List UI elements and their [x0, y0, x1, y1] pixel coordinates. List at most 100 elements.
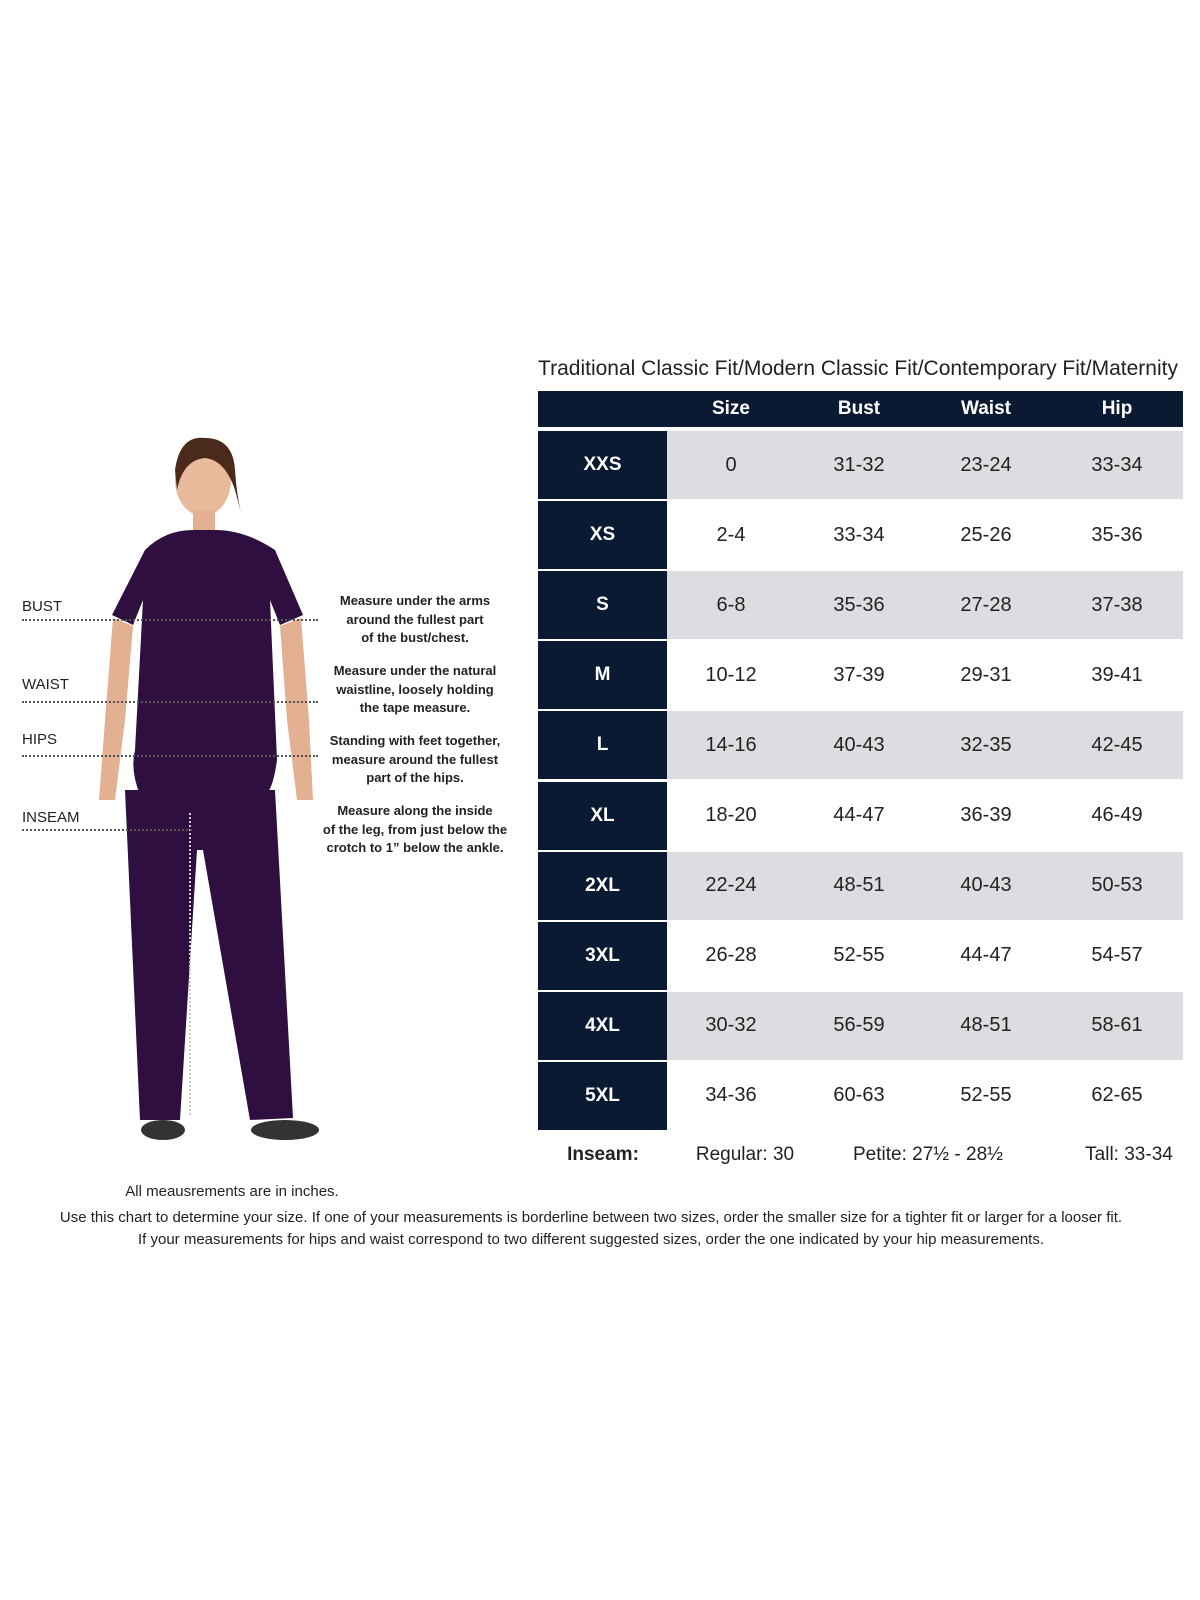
- row-background: [667, 431, 1183, 499]
- inseam-instructions: Measure along the inside of the leg, fro…: [305, 802, 525, 858]
- table-row: L 14-16 40-43 32-35 42-45: [538, 711, 1183, 781]
- hip-cell: 50-53: [1091, 874, 1143, 897]
- size-label-cell: 4XL: [538, 991, 667, 1060]
- inseam-instruction-line: crotch to 1” below the ankle.: [326, 840, 504, 855]
- waist-cell: 29-31: [960, 663, 1012, 686]
- hip-cell: 39-41: [1091, 663, 1143, 686]
- size-label-cell: XL: [538, 781, 667, 850]
- size-label-cell: M: [538, 641, 667, 710]
- row-background: [667, 781, 1183, 850]
- table-row: S 6-8 35-36 27-28 37-38: [538, 571, 1183, 641]
- size-cell: 0: [725, 453, 737, 476]
- inseam-instruction-line: Measure along the inside: [337, 803, 493, 818]
- hip-cell: 37-38: [1091, 593, 1143, 616]
- size-label-cell: XXS: [538, 431, 667, 499]
- waist-cell: 48-51: [960, 1014, 1012, 1037]
- bust-cell: 35-36: [833, 593, 885, 616]
- bust-cell: 40-43: [833, 733, 885, 756]
- size-cell: 30-32: [705, 1014, 757, 1037]
- waist-cell: 25-26: [960, 523, 1012, 546]
- inseam-row-label: Inseam:: [567, 1144, 639, 1165]
- waist-cell: 40-43: [960, 874, 1012, 897]
- size-cell: 22-24: [705, 874, 757, 897]
- header-size: Size: [711, 398, 751, 419]
- table-row: M 10-12 37-39 29-31 39-41: [538, 641, 1183, 711]
- header-bust: Bust: [837, 398, 881, 419]
- waist-dotted-line: [22, 701, 318, 703]
- hips-instructions: Standing with feet together, measure aro…: [315, 732, 515, 788]
- size-cell: 6-8: [716, 593, 746, 616]
- waist-cell: 27-28: [960, 593, 1012, 616]
- waist-cell: 23-24: [960, 453, 1012, 476]
- bust-cell: 52-55: [833, 944, 885, 967]
- sizing-advice-line-1: Use this chart to determine your size. I…: [59, 1209, 1123, 1226]
- bust-instruction-line: Measure under the arms: [339, 593, 491, 608]
- waist-instruction-line: Measure under the natural: [333, 663, 497, 678]
- header-waist: Waist: [961, 398, 1011, 419]
- chart-title: Traditional Classic Fit/Modern Classic F…: [538, 357, 1178, 380]
- hips-instruction-line: Standing with feet together,: [329, 733, 501, 748]
- inseam-label: INSEAM: [22, 809, 80, 826]
- hip-cell: 35-36: [1091, 523, 1143, 546]
- hip-cell: 33-34: [1091, 453, 1143, 476]
- row-background: [667, 711, 1183, 780]
- hips-instruction-line: part of the hips.: [366, 770, 464, 785]
- bust-dotted-line: [22, 619, 318, 621]
- waist-label: WAIST: [22, 676, 69, 693]
- bust-cell: 44-47: [833, 804, 885, 826]
- hips-instruction-line: measure around the fullest: [331, 751, 499, 767]
- size-label-cell: 3XL: [538, 921, 667, 990]
- hip-cell: 62-65: [1091, 1084, 1143, 1107]
- hip-cell: 54-57: [1091, 944, 1143, 967]
- size-cell: 18-20: [705, 804, 757, 826]
- bust-cell: 48-51: [833, 874, 885, 897]
- bust-label: BUST: [22, 598, 63, 615]
- table-row: 3XL 26-28 52-55 44-47 54-57: [538, 921, 1183, 992]
- table-row: XS 2-4 33-34 25-26 35-36: [538, 501, 1183, 571]
- waist-instruction-line: the tape measure.: [359, 700, 471, 715]
- hip-cell: 42-45: [1091, 733, 1143, 756]
- bust-cell: 56-59: [833, 1014, 885, 1037]
- inseam-regular: Regular: 30: [695, 1144, 795, 1165]
- sizing-advice-line-2: If your measurements for hips and waist …: [137, 1231, 1045, 1248]
- size-cell: 26-28: [705, 944, 757, 967]
- inseam-instruction-line: of the leg, from just below the: [322, 821, 508, 837]
- waist-instructions: Measure under the natural waistline, loo…: [315, 662, 515, 718]
- bust-instructions: Measure under the arms around the fulles…: [315, 592, 515, 648]
- bust-cell: 37-39: [833, 663, 885, 686]
- hips-label: HIPS: [22, 731, 58, 748]
- size-cell: 2-4: [716, 523, 746, 546]
- bust-cell: 33-34: [833, 523, 885, 546]
- size-cell: 14-16: [705, 733, 757, 756]
- size-label-cell: L: [538, 711, 667, 780]
- model-figure-image: [99, 437, 319, 1140]
- row-background: [667, 571, 1183, 640]
- inseam-petite: Petite: 27½ - 28½: [853, 1144, 1003, 1165]
- table-row: XXS 0 31-32 23-24 33-34: [538, 431, 1183, 501]
- hips-dotted-line: [22, 755, 318, 757]
- waist-instruction-line: waistline, loosely holding: [336, 681, 494, 697]
- row-background: [667, 1061, 1183, 1130]
- waist-cell: 44-47: [960, 944, 1012, 967]
- waist-cell: 52-55: [960, 1084, 1012, 1107]
- table-row: 2XL 22-24 48-51 40-43 50-53: [538, 851, 1183, 922]
- size-label-cell: S: [538, 571, 667, 640]
- row-background: [667, 991, 1183, 1060]
- size-cell: 10-12: [705, 663, 757, 686]
- row-background: [667, 921, 1183, 990]
- table-row: XL 18-20 44-47 36-39 46-49: [538, 781, 1183, 852]
- bust-cell: 31-32: [833, 453, 885, 476]
- row-background: [667, 851, 1183, 920]
- size-label-cell: 2XL: [538, 851, 667, 920]
- waist-cell: 36-39: [960, 804, 1012, 826]
- hip-cell: 58-61: [1091, 1014, 1143, 1037]
- bust-instruction-line: of the bust/chest.: [361, 630, 469, 645]
- bust-instruction-line: around the fullest part: [346, 611, 484, 627]
- size-label-cell: XS: [538, 501, 667, 570]
- bust-cell: 60-63: [833, 1084, 885, 1107]
- units-note: All meausrements are in inches.: [125, 1183, 339, 1200]
- inseam-tall: Tall: 33-34: [1085, 1144, 1173, 1165]
- size-cell: 34-36: [705, 1084, 757, 1107]
- row-background: [667, 501, 1183, 570]
